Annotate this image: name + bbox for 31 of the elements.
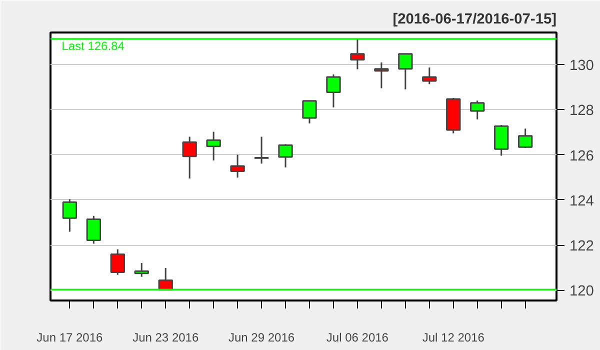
candlestick xyxy=(494,124,509,156)
x-tick-label: Jul 12 2016 xyxy=(422,330,485,344)
candlestick xyxy=(326,74,341,108)
y-tick-label: 130 xyxy=(570,58,594,74)
candlestick xyxy=(470,100,485,120)
candlestick xyxy=(86,215,102,244)
x-tick-label: Jun 23 2016 xyxy=(132,330,199,344)
chart-title: [2016-06-17/2016-07-15] xyxy=(392,12,557,28)
y-tick-label: 124 xyxy=(570,193,594,210)
y-tick-label: 126 xyxy=(570,148,594,164)
candlestick xyxy=(110,248,125,276)
candlestick xyxy=(62,198,78,232)
candlestick xyxy=(182,136,197,180)
candlestick xyxy=(134,262,149,278)
x-tick-label: Jun 17 2016 xyxy=(36,330,104,344)
y-tick-label: 122 xyxy=(570,238,594,255)
y-tick-label: 120 xyxy=(570,284,594,300)
x-tick-label: Jul 06 2016 xyxy=(326,330,389,344)
candlestick xyxy=(230,154,245,178)
candlestick xyxy=(302,100,317,124)
y-tick-label: 128 xyxy=(570,103,594,120)
candlestick xyxy=(254,136,269,164)
candlestick xyxy=(422,66,437,85)
candlestick xyxy=(206,131,221,162)
candlestick xyxy=(398,53,413,90)
ref-line-label: Last 126.84 xyxy=(62,38,125,53)
candlestick xyxy=(374,62,389,89)
candlestick xyxy=(518,128,533,149)
candlestick xyxy=(278,143,293,168)
x-tick-label: Jun 29 2016 xyxy=(228,330,295,344)
candlestick xyxy=(350,38,365,70)
